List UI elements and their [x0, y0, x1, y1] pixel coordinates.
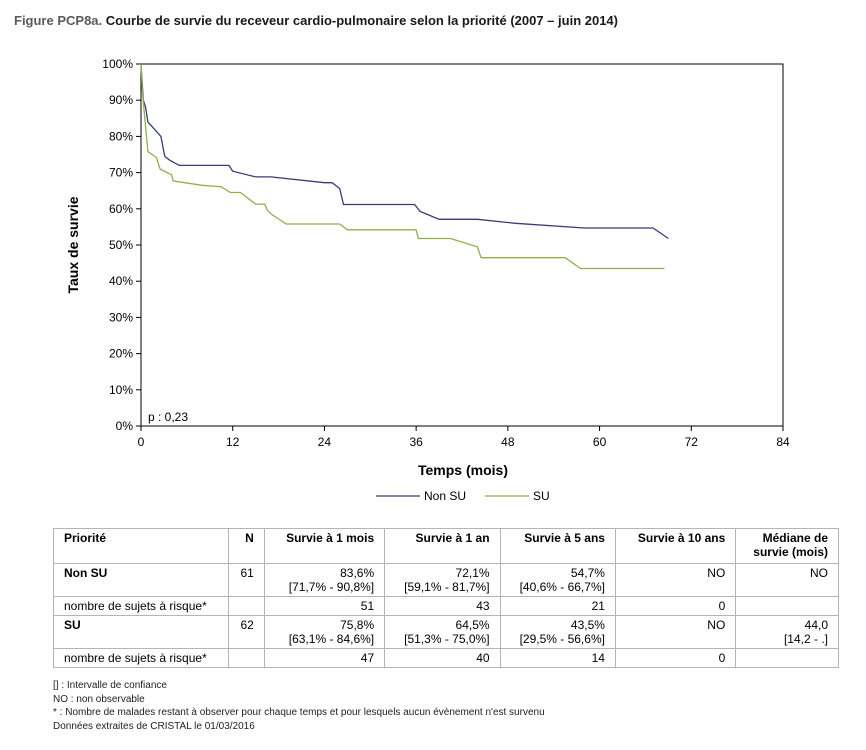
figure-label: Figure PCP8a.: [14, 13, 103, 28]
x-tick-label: 24: [318, 435, 332, 449]
cell-empty: [227, 648, 265, 668]
cell-at-risk: 43: [384, 596, 501, 616]
cell-mediane: 44,0 [14,2 - .]: [735, 615, 839, 649]
cell-ci: [14,2 - .]: [783, 632, 828, 646]
footnote: Données extraites de CRISTAL le 01/03/20…: [53, 720, 255, 732]
cell-10-ans: NO: [614, 615, 737, 649]
x-tick-label: 84: [776, 435, 790, 449]
y-tick-label: 10%: [109, 383, 133, 397]
cell-ci: [63,1% - 84,6%]: [288, 632, 375, 646]
survival-table: Priorité N Survie à 1 mois Survie à 1 an…: [53, 528, 839, 668]
y-tick-label: 80%: [109, 129, 133, 143]
cell-at-risk: 51: [263, 596, 386, 616]
cell-empty: [227, 596, 265, 616]
figure-title-text: Courbe de survie du receveur cardio-pulm…: [105, 13, 618, 28]
series-line-non-su: [140, 63, 669, 240]
cell-at-risk: 14: [499, 648, 616, 668]
footnotes: [] : Intervalle de confiance NO : non ob…: [53, 679, 545, 733]
header-1-mois: Survie à 1 mois: [263, 528, 386, 564]
cell-value: 64,5%: [455, 618, 490, 632]
y-tick-label: 40%: [109, 274, 133, 288]
table-row: nombre de sujets à risque* 51 43 21 0: [53, 596, 839, 616]
p-value-annotation: p : 0,23: [148, 410, 188, 424]
x-tick-label: 0: [138, 435, 145, 449]
x-tick-label: 60: [593, 435, 607, 449]
cell-5-ans: 43,5% [29,5% - 56,6%]: [499, 615, 616, 649]
x-tick-label: 72: [685, 435, 699, 449]
table-row: Non SU 61 83,6% [71,7% - 90,8%] 72,1% [59,…: [53, 563, 839, 597]
cell-ci: [29,5% - 56,6%]: [519, 632, 605, 646]
y-tick-label: 100%: [102, 57, 133, 71]
cell-at-risk: 40: [384, 648, 501, 668]
header-n: N: [227, 528, 265, 564]
series-line-su: [140, 63, 665, 270]
cell-at-risk: 0: [614, 596, 737, 616]
figure-title: Figure PCP8a. Courbe de survie du receve…: [14, 13, 618, 28]
cell-value: 83,6%: [340, 566, 375, 580]
cell-1-an: 64,5% [51,3% - 75,0%]: [384, 615, 501, 649]
x-tick-label: 48: [501, 435, 515, 449]
cell-value: 72,1%: [455, 566, 490, 580]
header-1-an: Survie à 1 an: [384, 528, 501, 564]
cell-ci: [59,1% - 81,7%]: [404, 580, 490, 594]
cell-ci: [51,3% - 75,0%]: [404, 632, 490, 646]
cell-n: 62: [227, 615, 265, 649]
y-tick-label: 90%: [109, 93, 133, 107]
cell-at-risk: 47: [263, 648, 386, 668]
plot-frame: [140, 63, 784, 427]
group-label: SU: [53, 615, 229, 649]
footnote: NO : non observable: [53, 693, 145, 705]
at-risk-label: nombre de sujets à risque*: [53, 648, 229, 668]
chart-legend: Non SU SU: [376, 489, 550, 503]
y-tick-label: 20%: [109, 347, 133, 361]
y-tick-label: 70%: [109, 166, 133, 180]
y-tick-label: 30%: [109, 310, 133, 324]
group-label: Non SU: [53, 563, 229, 597]
table-header-row: Priorité N Survie à 1 mois Survie à 1 an…: [53, 528, 839, 564]
header-priorite: Priorité: [53, 528, 229, 564]
cell-at-risk: 0: [614, 648, 737, 668]
x-axis-label: Temps (mois): [418, 462, 508, 478]
footnote: * : Nombre de malades restant à observer…: [53, 707, 545, 718]
x-tick-label: 12: [226, 435, 240, 449]
cell-value: 75,8%: [340, 618, 375, 632]
legend-label: SU: [533, 489, 550, 503]
cell-at-risk: 21: [499, 596, 616, 616]
y-axis-label: Taux de survie: [65, 196, 81, 293]
cell-value: 43,5%: [570, 618, 605, 632]
cell-empty: [735, 596, 839, 616]
cell-5-ans: 54,7% [40,6% - 66,7%]: [499, 563, 616, 597]
table-row: nombre de sujets à risque* 47 40 14 0: [53, 648, 839, 668]
legend-label: Non SU: [424, 489, 466, 503]
cell-10-ans: NO: [614, 563, 737, 597]
at-risk-label: nombre de sujets à risque*: [53, 596, 229, 616]
cell-1-mois: 75,8% [63,1% - 84,6%]: [263, 615, 386, 649]
cell-ci: [71,7% - 90,8%]: [288, 580, 375, 594]
table-row: SU 62 75,8% [63,1% - 84,6%] 64,5% [51,3% -…: [53, 615, 839, 649]
y-tick-label: 50%: [109, 238, 133, 252]
cell-1-an: 72,1% [59,1% - 81,7%]: [384, 563, 501, 597]
cell-value: 44,0: [804, 618, 828, 632]
header-mediane: Médiane de survie (mois): [735, 528, 839, 564]
y-tick-label: 0%: [116, 419, 134, 433]
chart-series: [140, 63, 669, 270]
chart-axes: 0% 10% 20% 30% 40% 50% 60% 70% 80% 90% 100% 0 12 24 36…: [102, 57, 790, 449]
survival-chart: 0% 10% 20% 30% 40% 50% 60% 70% 80% 90% 100% 0 12 24 36…: [65, 57, 790, 503]
header-5-ans: Survie à 5 ans: [499, 528, 616, 564]
footnote: [] : Intervalle de confiance: [53, 680, 167, 691]
cell-empty: [735, 648, 839, 668]
x-tick-label: 36: [409, 435, 423, 449]
cell-mediane: NO: [735, 563, 839, 597]
cell-n: 61: [227, 563, 265, 597]
header-10-ans: Survie à 10 ans: [614, 528, 737, 564]
y-tick-label: 60%: [109, 202, 133, 216]
cell-ci: [40,6% - 66,7%]: [519, 580, 605, 594]
cell-1-mois: 83,6% [71,7% - 90,8%]: [263, 563, 386, 597]
cell-value: 54,7%: [570, 566, 605, 580]
